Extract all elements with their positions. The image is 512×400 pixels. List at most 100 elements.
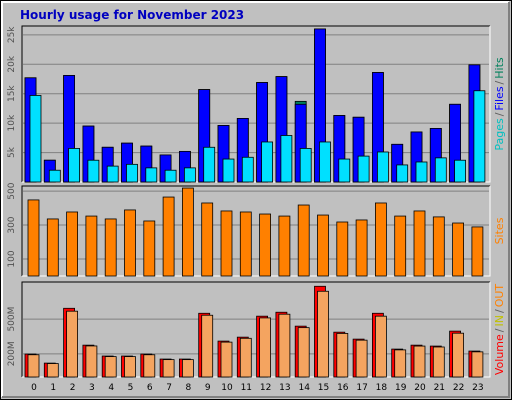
bar bbox=[145, 167, 158, 183]
bar bbox=[355, 339, 368, 378]
x-tick-label: 1 bbox=[50, 383, 56, 393]
plot-border bbox=[22, 282, 491, 378]
bar bbox=[357, 155, 370, 183]
bar bbox=[452, 222, 465, 277]
bar bbox=[164, 169, 177, 183]
bar bbox=[87, 159, 100, 183]
plot-border bbox=[22, 26, 491, 183]
bar bbox=[471, 226, 484, 277]
bar bbox=[104, 218, 117, 277]
x-tick-label: 8 bbox=[186, 383, 192, 393]
bar bbox=[162, 196, 175, 277]
legend-text: IN bbox=[493, 315, 506, 326]
bar bbox=[413, 345, 426, 378]
bar bbox=[338, 158, 351, 183]
y-tick-label: 500M bbox=[7, 307, 17, 332]
bar bbox=[278, 313, 291, 378]
bar bbox=[259, 317, 272, 378]
bar bbox=[143, 354, 156, 378]
bar bbox=[297, 204, 310, 277]
legend-text: / bbox=[493, 112, 506, 116]
x-tick-label: 6 bbox=[147, 383, 153, 393]
x-tick-label: 14 bbox=[298, 383, 310, 393]
bar bbox=[181, 187, 194, 277]
bar bbox=[299, 148, 312, 183]
legend-text: Pages bbox=[493, 118, 506, 151]
x-tick-label: 5 bbox=[128, 383, 134, 393]
right-label: Pages/Files/Hits bbox=[493, 57, 506, 151]
legend-text: / bbox=[493, 80, 506, 84]
bar bbox=[29, 95, 42, 183]
y-tick-label: 200M bbox=[7, 341, 17, 366]
bar bbox=[394, 349, 407, 378]
plot-border bbox=[21, 25, 490, 182]
y-tick-label: 15k bbox=[7, 85, 17, 102]
bar bbox=[241, 156, 254, 183]
bar bbox=[66, 211, 78, 277]
bar bbox=[27, 199, 40, 277]
bar bbox=[222, 158, 235, 183]
x-tick-label: 9 bbox=[205, 383, 211, 393]
bar bbox=[374, 202, 387, 277]
x-tick-label: 2 bbox=[70, 383, 76, 393]
bar bbox=[66, 310, 78, 378]
bar bbox=[104, 356, 117, 378]
bar bbox=[396, 164, 409, 183]
x-tick-label: 16 bbox=[337, 383, 349, 393]
y-tick-label: 5k bbox=[7, 146, 17, 158]
bar bbox=[220, 341, 233, 378]
bar bbox=[471, 351, 484, 378]
x-tick-label: 18 bbox=[376, 383, 388, 393]
legend-text: Files bbox=[493, 86, 506, 110]
bar bbox=[183, 167, 196, 183]
plot-border bbox=[21, 281, 490, 377]
x-tick-label: 12 bbox=[260, 383, 271, 393]
bar bbox=[48, 169, 61, 183]
bar bbox=[181, 359, 194, 378]
bar bbox=[374, 315, 387, 378]
x-tick-label: 19 bbox=[395, 383, 407, 393]
bar bbox=[394, 215, 407, 277]
bar bbox=[68, 148, 80, 183]
x-tick-label: 0 bbox=[31, 383, 37, 393]
bar bbox=[413, 210, 426, 277]
bar bbox=[280, 135, 293, 183]
bar bbox=[434, 157, 447, 183]
bar bbox=[355, 219, 368, 277]
bar bbox=[201, 314, 214, 378]
bar bbox=[106, 165, 119, 183]
x-tick-label: 23 bbox=[472, 383, 483, 393]
y-tick-label: 20k bbox=[7, 55, 17, 72]
x-tick-label: 17 bbox=[356, 383, 367, 393]
bar bbox=[317, 214, 329, 277]
x-tick-label: 7 bbox=[166, 383, 172, 393]
bar bbox=[432, 346, 445, 378]
bar bbox=[432, 216, 445, 277]
y-tick-label: 500 bbox=[7, 182, 17, 199]
bar bbox=[336, 333, 349, 378]
legend-text: OUT bbox=[493, 284, 506, 308]
right-label: Volume/IN/OUT bbox=[493, 284, 506, 376]
x-tick-label: 11 bbox=[241, 383, 252, 393]
plot-border bbox=[21, 185, 490, 276]
bar bbox=[27, 354, 40, 378]
bar bbox=[124, 356, 136, 378]
chart-title: Hourly usage for November 2023 bbox=[20, 8, 244, 22]
bar bbox=[203, 146, 216, 183]
bar bbox=[162, 359, 175, 378]
bar bbox=[239, 337, 252, 378]
bar bbox=[259, 213, 272, 277]
bar bbox=[46, 218, 59, 277]
x-tick-label: 13 bbox=[279, 383, 290, 393]
bar bbox=[278, 215, 291, 277]
y-tick-label: 100 bbox=[7, 250, 17, 267]
x-tick-label: 21 bbox=[434, 383, 445, 393]
bar bbox=[454, 159, 467, 183]
legend-text: Volume bbox=[493, 334, 506, 375]
bar bbox=[239, 211, 252, 277]
bar bbox=[46, 363, 59, 378]
bar bbox=[85, 215, 98, 277]
